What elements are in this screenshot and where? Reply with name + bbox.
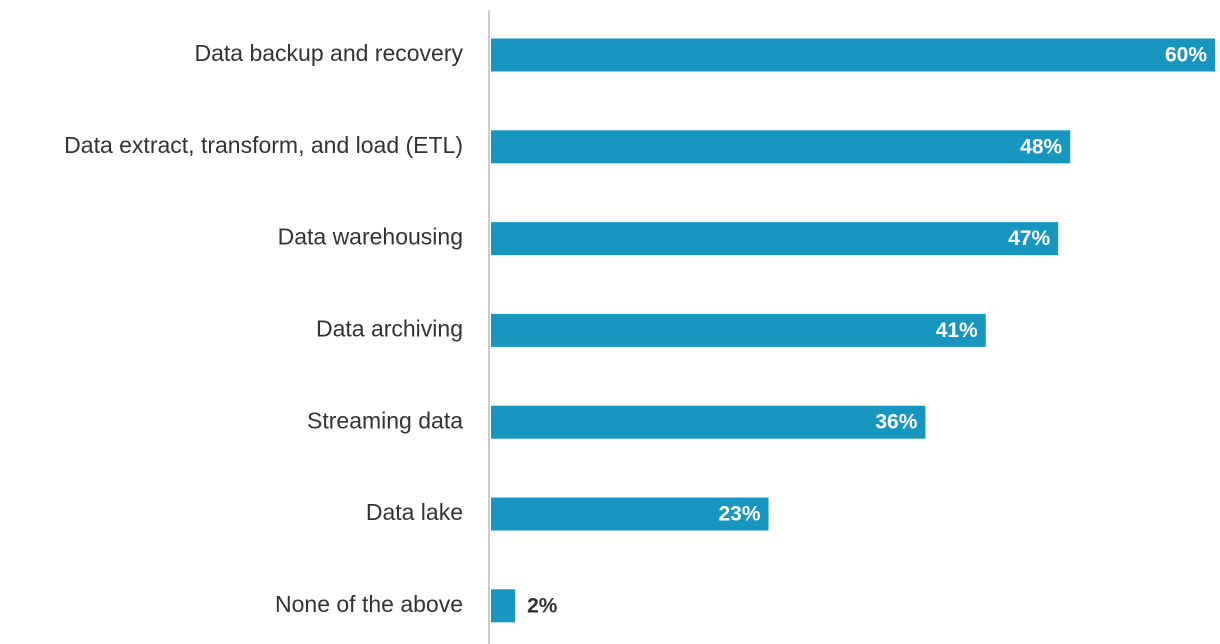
value-label: 41% [936, 319, 978, 342]
bar [491, 497, 769, 531]
value-label: 36% [875, 411, 917, 434]
value-label: 48% [1020, 135, 1062, 158]
bar [491, 405, 926, 439]
category-label: Data extract, transform, and load (ETL) [64, 132, 463, 158]
category-label: Data archiving [316, 315, 463, 341]
value-label: 60% [1165, 44, 1207, 67]
category-label: Data lake [366, 499, 463, 525]
category-label: Streaming data [307, 407, 463, 433]
category-label: Data backup and recovery [195, 40, 464, 66]
bar [491, 589, 516, 623]
category-label: Data warehousing [278, 224, 463, 250]
value-label: 47% [1008, 227, 1050, 250]
bar [491, 38, 1215, 72]
category-label: None of the above [275, 591, 463, 617]
bar [491, 313, 986, 347]
value-label: 2% [527, 594, 558, 617]
bar [491, 130, 1071, 164]
bar [491, 222, 1059, 256]
value-label: 23% [719, 503, 761, 526]
